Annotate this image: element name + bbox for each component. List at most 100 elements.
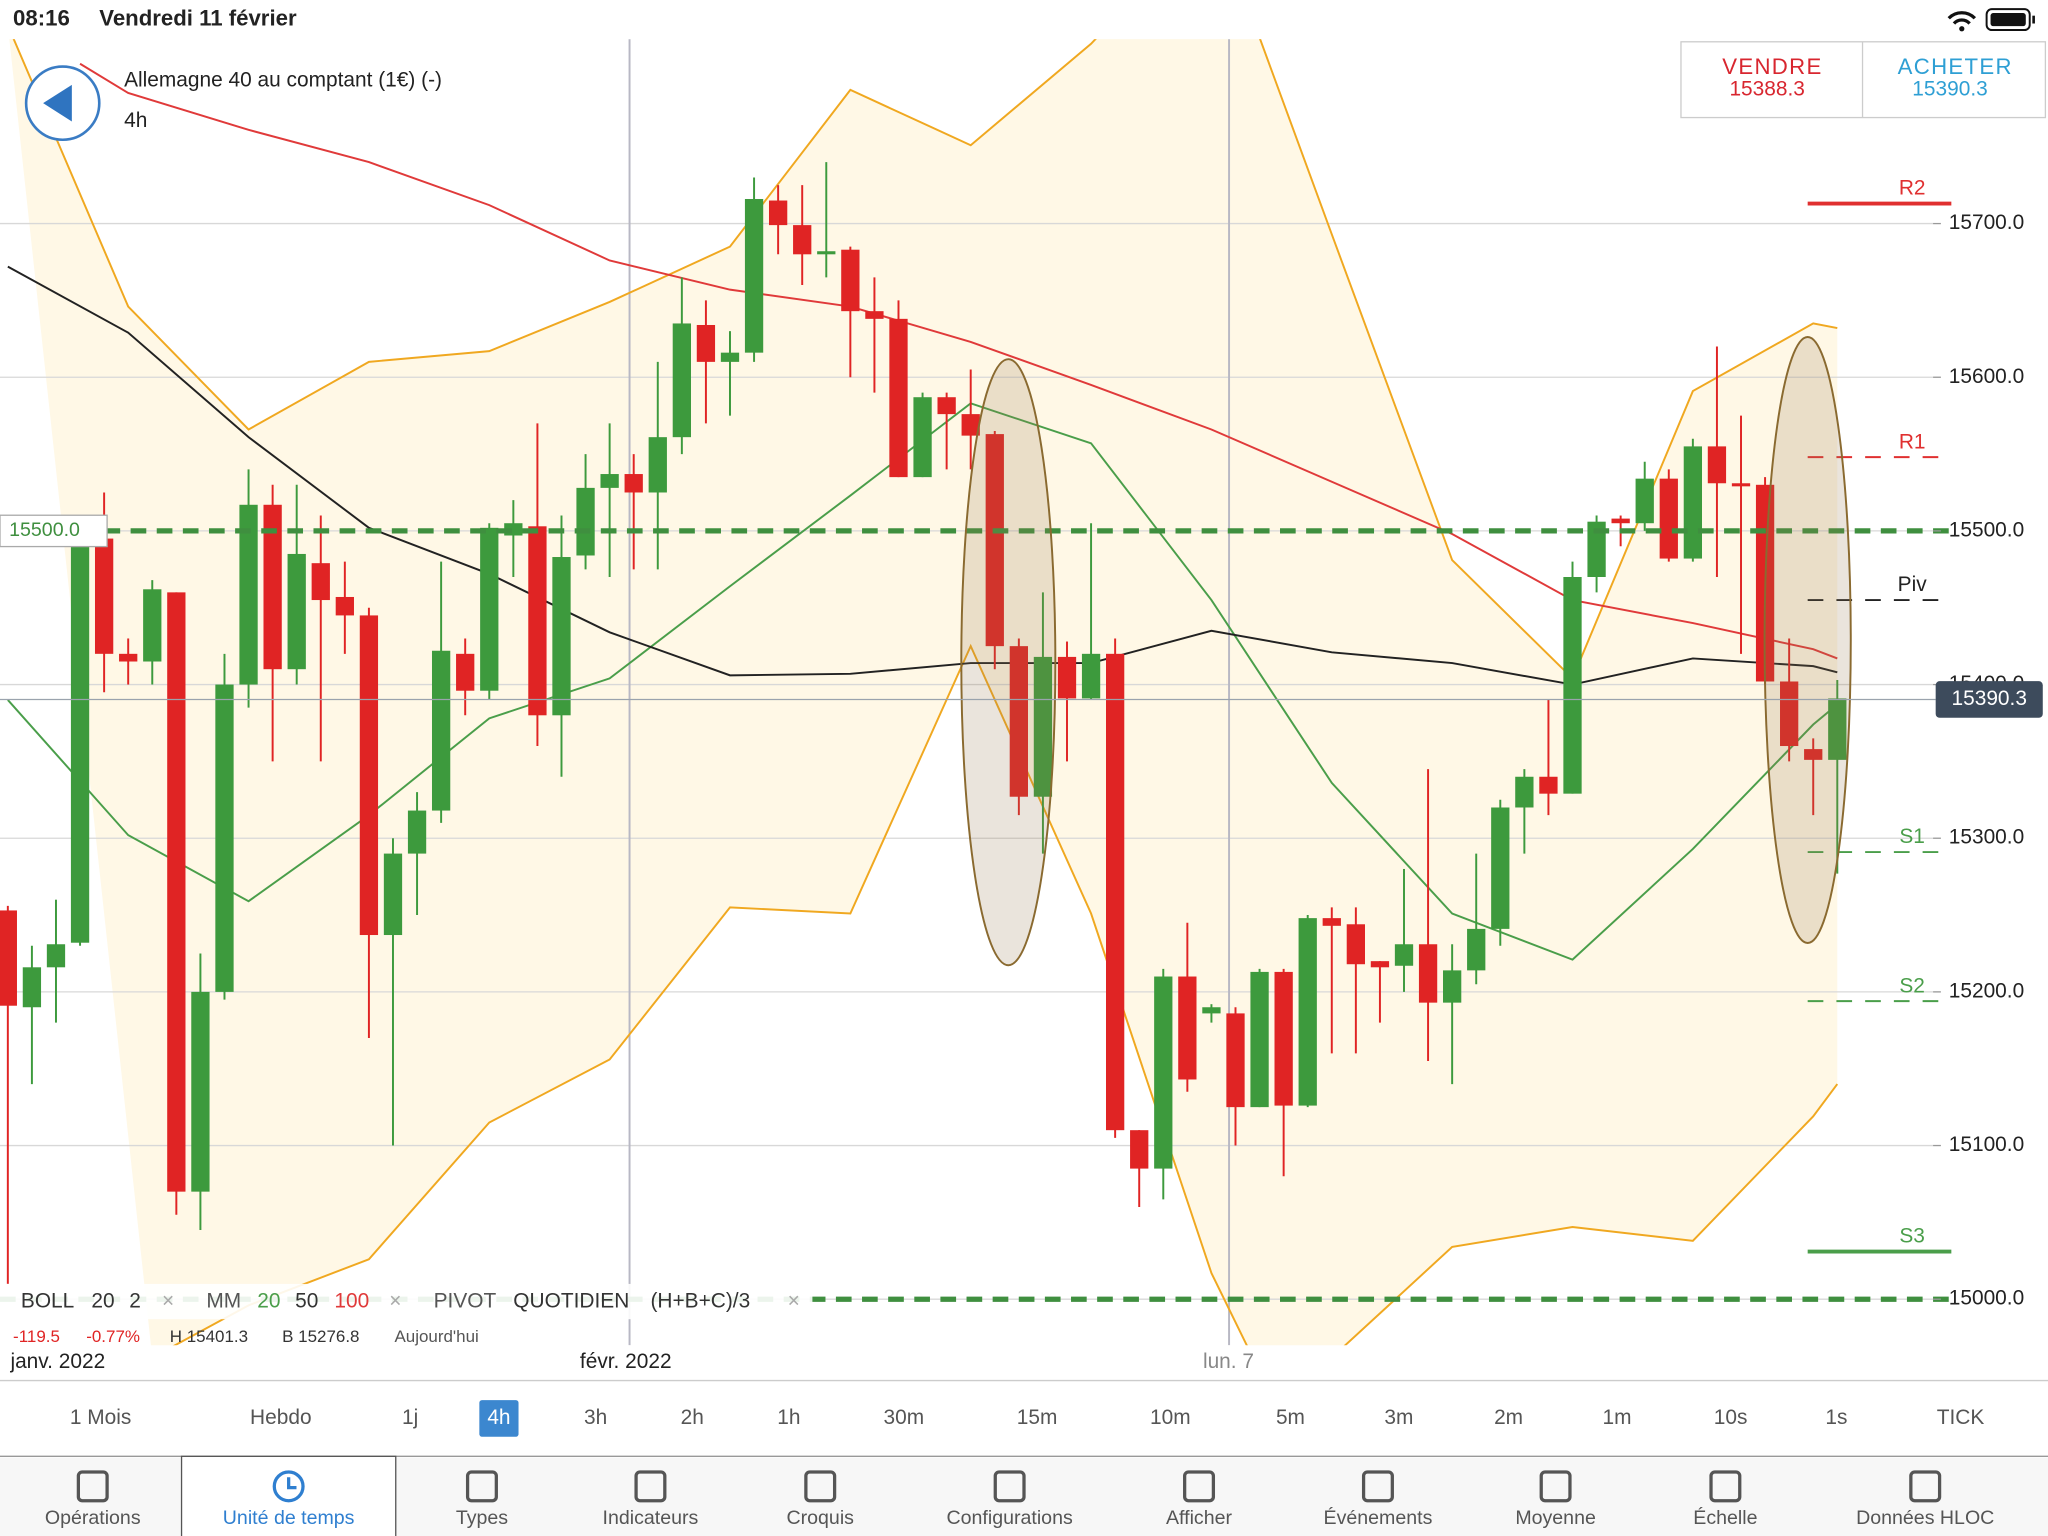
candle-body (1226, 1013, 1245, 1108)
x-date-label: févr. 2022 (580, 1350, 672, 1373)
sketch-ellipse (1763, 336, 1852, 944)
candle-body (1130, 1130, 1149, 1169)
candle-body (1635, 478, 1654, 524)
toolbar-label[interactable]: Moyenne (1515, 1507, 1596, 1529)
y-tick-label: 15300.0 (1949, 826, 2024, 849)
candle-body (1539, 776, 1558, 794)
candle-body (263, 504, 282, 670)
legend-item: 2 (129, 1290, 141, 1313)
icon-shape (272, 1470, 305, 1503)
timeframe[interactable]: 2h (681, 1406, 704, 1429)
legend-item: MM (206, 1290, 241, 1313)
candle-body (1467, 928, 1486, 971)
candle-body (648, 437, 667, 493)
candle-body (287, 553, 306, 670)
timeframe[interactable]: 3h (584, 1406, 607, 1429)
stat: H 15401.3 (170, 1327, 248, 1346)
toolbar-label[interactable]: Indicateurs (603, 1507, 699, 1529)
candle-body (239, 504, 258, 685)
candle-body (1394, 944, 1414, 966)
timeframe[interactable]: 1m (1602, 1406, 1631, 1429)
status-icons (1947, 8, 2035, 32)
candle-body (1731, 483, 1751, 487)
candle-body (576, 487, 595, 556)
icon-shape (1909, 1470, 1942, 1503)
stat: -0.77% (86, 1327, 140, 1346)
legend-item: BOLL (21, 1290, 74, 1313)
icon-shape (1361, 1470, 1394, 1503)
candle-body (0, 910, 17, 1006)
candle-body (1491, 807, 1510, 929)
candle-body (1804, 749, 1823, 760)
moving-average (79, 62, 1838, 660)
timeframe[interactable]: 10s (1714, 1406, 1748, 1429)
y-tick-label: 15000.0 (1949, 1287, 2024, 1310)
candle-body (1370, 961, 1390, 968)
pivot-label: Piv (1898, 573, 1928, 596)
toolbar-label[interactable]: Afficher (1166, 1507, 1232, 1529)
timeframe[interactable]: 15m (1017, 1406, 1058, 1429)
timeframe[interactable]: 1 Mois (70, 1406, 131, 1429)
toolbar-label[interactable]: Échelle (1693, 1506, 1757, 1529)
candle-body (1418, 944, 1438, 1003)
timeframe[interactable]: 3m (1384, 1406, 1413, 1429)
timeframe[interactable]: 2m (1494, 1406, 1523, 1429)
timeframe[interactable]: 10m (1150, 1406, 1191, 1429)
candles (0, 162, 1847, 1284)
candle-body (889, 318, 908, 478)
candle-body (1780, 681, 1799, 747)
toolbar-icon (1909, 1470, 1942, 1503)
y-tick-label: 15600.0 (1949, 365, 2024, 388)
icon-shape (804, 1470, 837, 1503)
candle-body (672, 323, 691, 438)
back-button[interactable] (24, 65, 101, 142)
stat: B 15276.8 (282, 1327, 359, 1346)
candle-body (841, 249, 860, 312)
candle-body (1057, 656, 1077, 699)
x-date-label: lun. 7 (1203, 1350, 1254, 1373)
timeframe[interactable]: Hebdo (250, 1406, 312, 1429)
candle-body (1298, 918, 1317, 1106)
toolbar-label[interactable]: Données HLOC (1856, 1507, 1994, 1529)
toolbar-label[interactable]: Croquis (787, 1507, 855, 1529)
toolbar-icon (804, 1470, 837, 1503)
alert-label: 15500.0 (9, 519, 80, 541)
legend-item[interactable]: × (162, 1290, 174, 1313)
candle-body (1202, 1007, 1221, 1014)
bollinger-upper (12, 39, 1838, 681)
legend-item: 20 (257, 1290, 280, 1313)
candle-body (1659, 478, 1678, 559)
toolbar-label[interactable]: Événements (1324, 1506, 1433, 1529)
timeframe[interactable]: 4h (487, 1406, 510, 1429)
legend-item[interactable]: × (788, 1290, 800, 1313)
icon-shape (1709, 1470, 1742, 1503)
candle-body (1081, 653, 1101, 699)
candle-body (1515, 776, 1534, 808)
timeframe[interactable]: TICK (1937, 1406, 1985, 1429)
icon-shape (465, 1470, 498, 1503)
timeframe[interactable]: 1s (1825, 1406, 1847, 1429)
y-tick-label: 15700.0 (1949, 211, 2024, 234)
toolbar-label[interactable]: Types (456, 1507, 508, 1529)
candle-body (1178, 976, 1197, 1080)
buy-price: 15390.3 (1912, 78, 1987, 101)
stat: Aujourd'hui (394, 1327, 478, 1346)
toolbar-icon (993, 1470, 1026, 1503)
legend-item[interactable]: × (389, 1290, 401, 1313)
toolbar-label[interactable]: Unité de temps (223, 1507, 355, 1529)
timeframe[interactable]: 30m (884, 1406, 925, 1429)
sell-button[interactable]: VENDRE 15388.3 (1722, 54, 1822, 101)
y-tick-label: 15500.0 (1949, 518, 2024, 541)
candle-body (961, 414, 980, 436)
buy-button[interactable]: ACHETER 15390.3 (1898, 54, 2013, 101)
quote-box (1680, 41, 2047, 119)
timeframe[interactable]: 1j (402, 1406, 418, 1429)
timeframe[interactable]: 5m (1276, 1406, 1305, 1429)
icon-shape (287, 1477, 297, 1490)
candle-body (46, 944, 66, 968)
candle-body (70, 530, 90, 943)
legend-item: PIVOT (434, 1290, 497, 1313)
toolbar-label[interactable]: Configurations (947, 1507, 1073, 1529)
toolbar-label[interactable]: Opérations (45, 1507, 141, 1529)
timeframe[interactable]: 1h (777, 1406, 800, 1429)
